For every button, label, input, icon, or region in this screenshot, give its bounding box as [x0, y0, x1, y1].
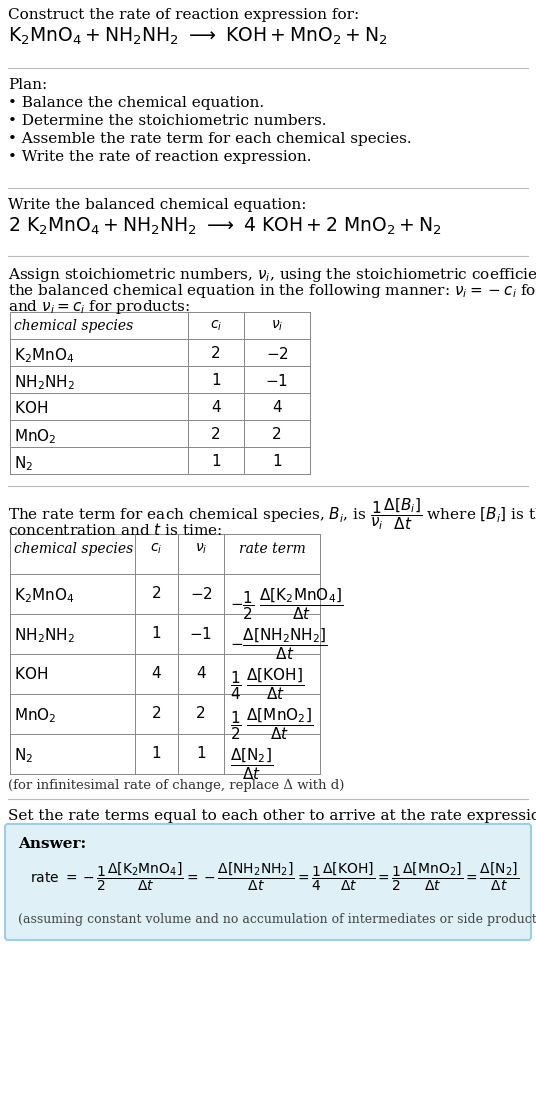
Text: 2: 2	[196, 706, 206, 721]
Text: $\nu_i$: $\nu_i$	[271, 320, 283, 334]
Text: $\dfrac{\Delta[\mathrm{N_2}]}{\Delta t}$: $\dfrac{\Delta[\mathrm{N_2}]}{\Delta t}$	[230, 746, 273, 782]
Text: $\mathrm{MnO_2}$: $\mathrm{MnO_2}$	[14, 427, 57, 446]
Text: chemical species: chemical species	[14, 320, 133, 333]
Text: rate term: rate term	[239, 542, 306, 556]
Text: $-\dfrac{1}{2}\ \dfrac{\Delta[\mathrm{K_2MnO_4}]}{\Delta t}$: $-\dfrac{1}{2}\ \dfrac{\Delta[\mathrm{K_…	[230, 586, 343, 621]
Text: the balanced chemical equation in the following manner: $\nu_i = -c_i$ for react: the balanced chemical equation in the fo…	[8, 282, 536, 300]
Text: 4: 4	[272, 400, 282, 415]
Text: Plan:: Plan:	[8, 78, 47, 92]
Text: concentration and $t$ is time:: concentration and $t$ is time:	[8, 522, 222, 538]
Text: The rate term for each chemical species, $B_i$, is $\dfrac{1}{\nu_i}\dfrac{\Delt: The rate term for each chemical species,…	[8, 496, 536, 531]
Text: $-1$: $-1$	[265, 373, 288, 389]
Text: $\mathrm{K_2MnO_4}$: $\mathrm{K_2MnO_4}$	[14, 346, 75, 365]
Text: • Balance the chemical equation.: • Balance the chemical equation.	[8, 96, 264, 110]
Text: $\mathrm{KOH}$: $\mathrm{KOH}$	[14, 666, 48, 682]
Text: $-2$: $-2$	[190, 586, 212, 602]
Text: $\dfrac{1}{2}\ \dfrac{\Delta[\mathrm{MnO_2}]}{\Delta t}$: $\dfrac{1}{2}\ \dfrac{\Delta[\mathrm{MnO…	[230, 706, 313, 742]
Text: Write the balanced chemical equation:: Write the balanced chemical equation:	[8, 198, 307, 212]
Text: (assuming constant volume and no accumulation of intermediates or side products): (assuming constant volume and no accumul…	[18, 914, 536, 926]
Text: 4: 4	[211, 400, 221, 415]
Text: Assign stoichiometric numbers, $\nu_i$, using the stoichiometric coefficients, $: Assign stoichiometric numbers, $\nu_i$, …	[8, 266, 536, 284]
Text: (for infinitesimal rate of change, replace Δ with d): (for infinitesimal rate of change, repla…	[8, 778, 344, 792]
Text: $\mathrm{NH_2NH_2}$: $\mathrm{NH_2NH_2}$	[14, 373, 75, 392]
Text: $\mathrm{KOH}$: $\mathrm{KOH}$	[14, 400, 48, 416]
Text: 1: 1	[272, 453, 282, 469]
Text: $\mathrm{NH_2NH_2}$: $\mathrm{NH_2NH_2}$	[14, 626, 75, 645]
Text: Construct the rate of reaction expression for:: Construct the rate of reaction expressio…	[8, 8, 359, 22]
Text: $\dfrac{1}{4}\ \dfrac{\Delta[\mathrm{KOH}]}{\Delta t}$: $\dfrac{1}{4}\ \dfrac{\Delta[\mathrm{KOH…	[230, 666, 304, 702]
Text: $\mathrm{N_2}$: $\mathrm{N_2}$	[14, 746, 33, 764]
Text: 4: 4	[152, 666, 161, 681]
Text: rate $= -\dfrac{1}{2}\dfrac{\Delta[\mathrm{K_2MnO_4}]}{\Delta t} = -\dfrac{\Delt: rate $= -\dfrac{1}{2}\dfrac{\Delta[\math…	[30, 861, 519, 894]
Text: $\mathrm{K_2MnO_4}$: $\mathrm{K_2MnO_4}$	[14, 586, 75, 605]
Text: 2: 2	[272, 427, 282, 442]
Text: chemical species: chemical species	[14, 542, 133, 556]
Text: Answer:: Answer:	[18, 837, 86, 851]
Text: • Determine the stoichiometric numbers.: • Determine the stoichiometric numbers.	[8, 114, 326, 128]
Text: $-2$: $-2$	[265, 346, 288, 362]
FancyBboxPatch shape	[5, 824, 531, 940]
Text: • Assemble the rate term for each chemical species.: • Assemble the rate term for each chemic…	[8, 132, 412, 146]
Text: $-\dfrac{\Delta[\mathrm{NH_2NH_2}]}{\Delta t}$: $-\dfrac{\Delta[\mathrm{NH_2NH_2}]}{\Del…	[230, 626, 327, 662]
Text: Set the rate terms equal to each other to arrive at the rate expression:: Set the rate terms equal to each other t…	[8, 809, 536, 824]
Text: 2: 2	[211, 427, 221, 442]
Text: $\mathrm{K_2MnO_4 + NH_2NH_2 \ \longrightarrow \ KOH + MnO_2 + N_2}$: $\mathrm{K_2MnO_4 + NH_2NH_2 \ \longrigh…	[8, 26, 388, 47]
Text: 2: 2	[152, 706, 161, 721]
Text: 1: 1	[196, 746, 206, 761]
Text: and $\nu_i = c_i$ for products:: and $\nu_i = c_i$ for products:	[8, 298, 190, 316]
Text: • Write the rate of reaction expression.: • Write the rate of reaction expression.	[8, 150, 311, 164]
Text: $\mathrm{N_2}$: $\mathrm{N_2}$	[14, 453, 33, 473]
Text: $-1$: $-1$	[190, 626, 212, 642]
Text: 2: 2	[211, 346, 221, 361]
Text: $c_i$: $c_i$	[210, 320, 222, 334]
Text: 1: 1	[211, 453, 221, 469]
Text: $c_i$: $c_i$	[151, 542, 162, 557]
Text: 1: 1	[152, 746, 161, 761]
Text: $\mathrm{MnO_2}$: $\mathrm{MnO_2}$	[14, 706, 57, 725]
Text: 2: 2	[152, 586, 161, 601]
Text: 1: 1	[152, 626, 161, 641]
Text: $\nu_i$: $\nu_i$	[195, 542, 207, 557]
Text: 4: 4	[196, 666, 206, 681]
Text: $\mathrm{2\ K_2MnO_4 + NH_2NH_2 \ \longrightarrow \ 4\ KOH + 2\ MnO_2 + N_2}$: $\mathrm{2\ K_2MnO_4 + NH_2NH_2 \ \longr…	[8, 216, 442, 237]
Text: 1: 1	[211, 373, 221, 388]
